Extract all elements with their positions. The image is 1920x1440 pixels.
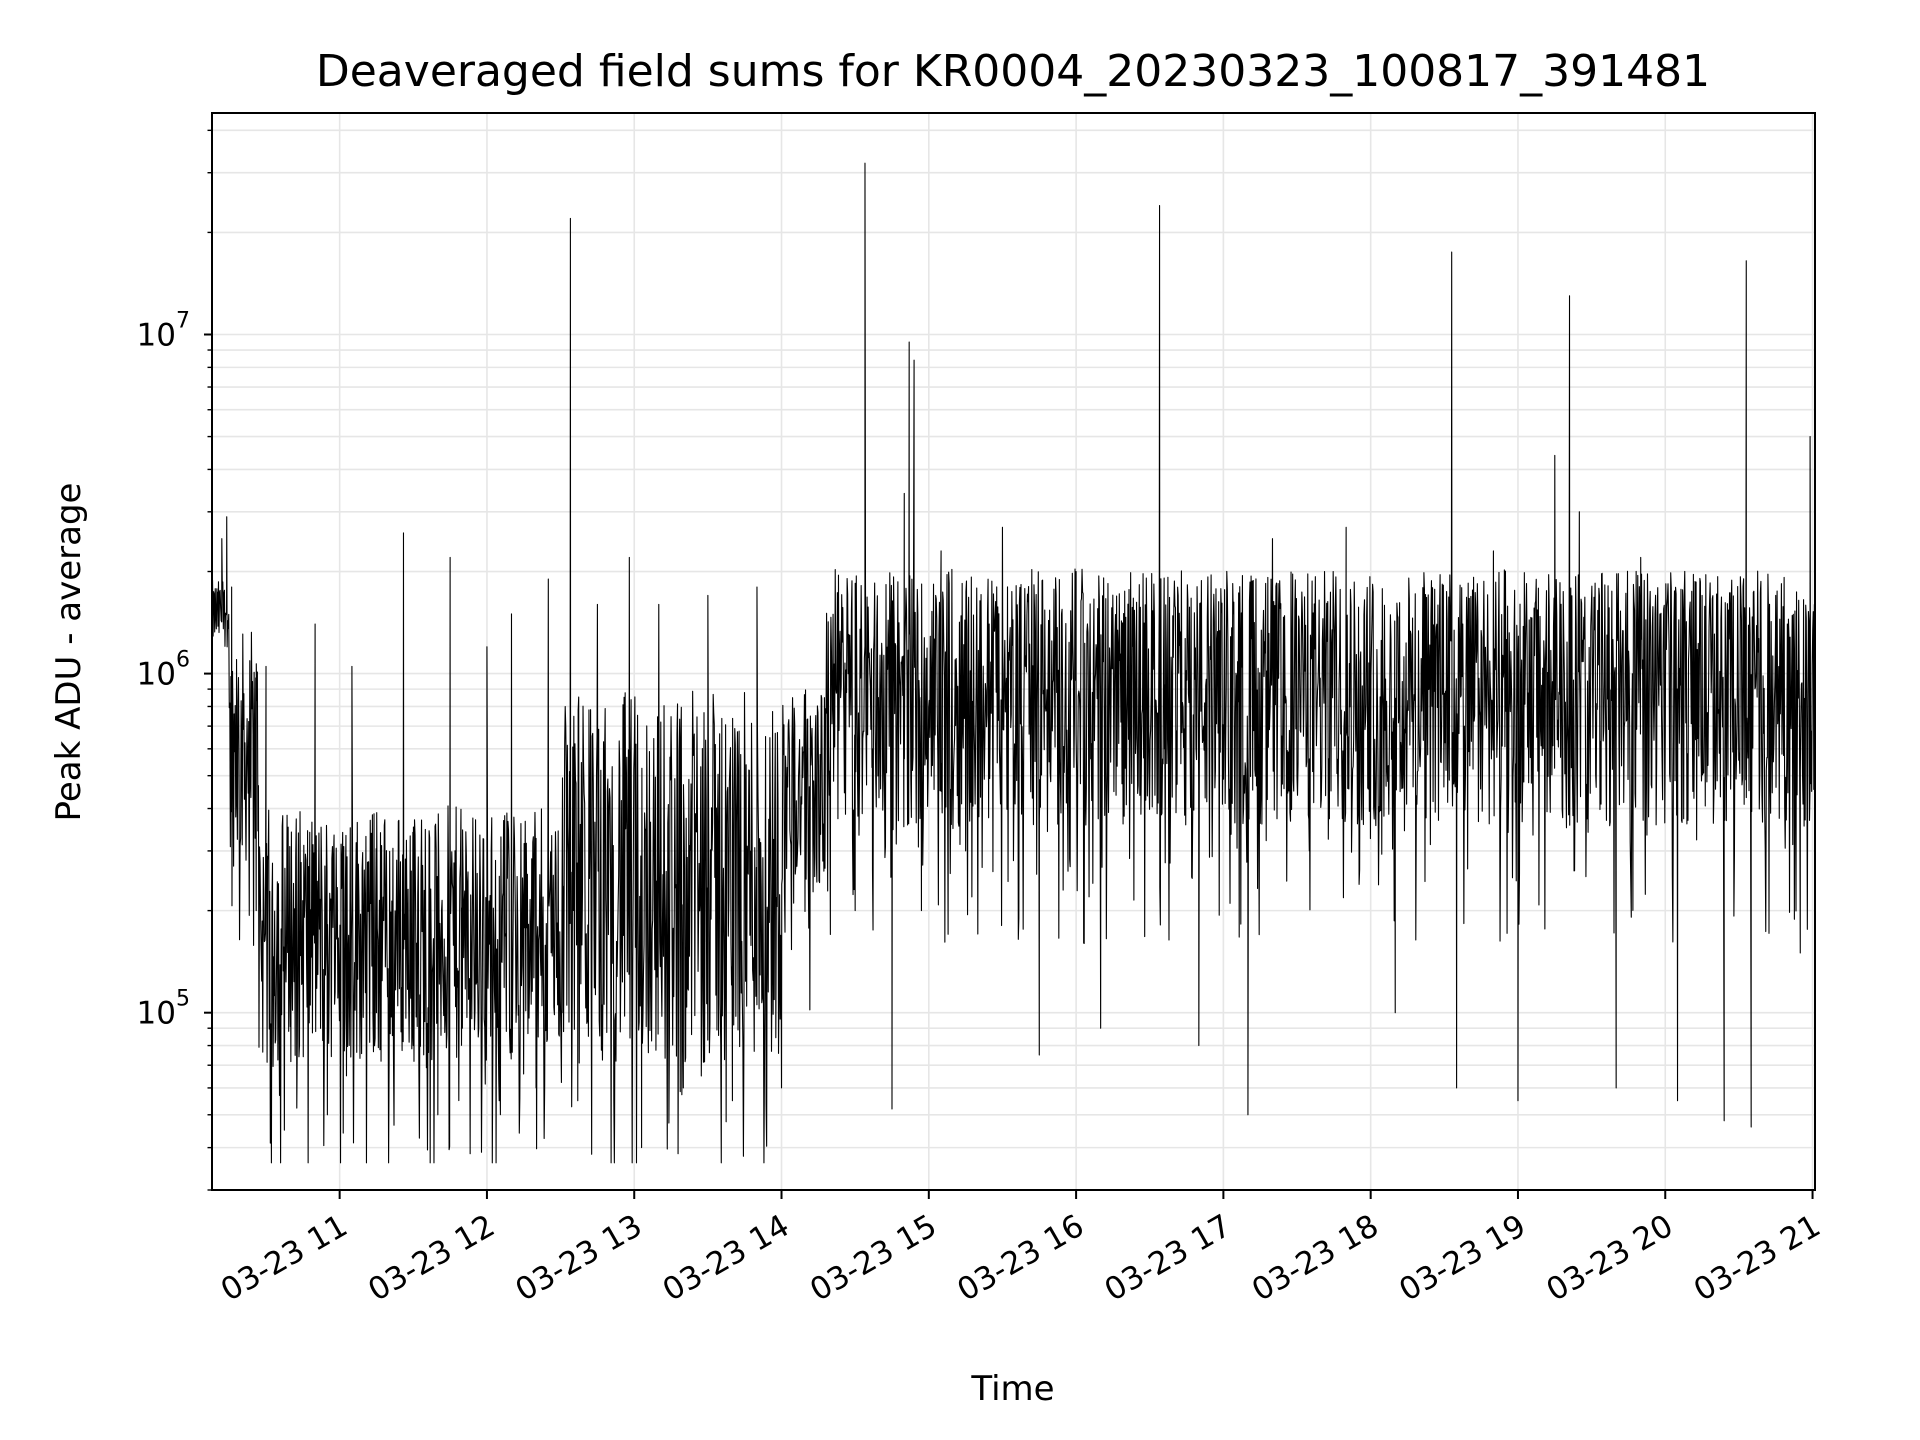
x-tick-label: 03-23 13 [510,1208,649,1309]
x-tick-label: 03-23 14 [657,1208,796,1309]
x-tick-label: 03-23 12 [362,1208,501,1309]
x-tick-label: 03-23 21 [1688,1208,1827,1309]
x-tick-label: 03-23 16 [951,1208,1090,1309]
y-tick-label: 10 [137,996,176,1032]
x-tick-label: 03-23 17 [1099,1208,1238,1309]
x-tick-label: 03-23 19 [1393,1208,1532,1309]
x-axis-label: Time [970,1369,1054,1409]
series-line [211,162,1816,1164]
x-tick-label: 03-23 18 [1246,1208,1385,1309]
y-tick-exponent: 6 [176,648,190,673]
y-tick-label: 10 [137,318,176,354]
y-tick-exponent: 7 [176,309,190,334]
y-tick-label: 10 [137,657,176,693]
chart-title: Deaveraged field sums for KR0004_2023032… [316,46,1710,97]
y-axis-label: Peak ADU - average [49,483,89,822]
y-tick-exponent: 5 [176,987,190,1012]
x-tick-label: 03-23 11 [215,1208,354,1309]
x-tick-label: 03-23 20 [1541,1208,1680,1309]
x-tick-label: 03-23 15 [804,1208,943,1309]
x-axis: 03-23 11 03-23 12 03-23 13 03-23 14 03-23 15… [215,1190,1827,1309]
plot-frame [211,112,1816,1191]
